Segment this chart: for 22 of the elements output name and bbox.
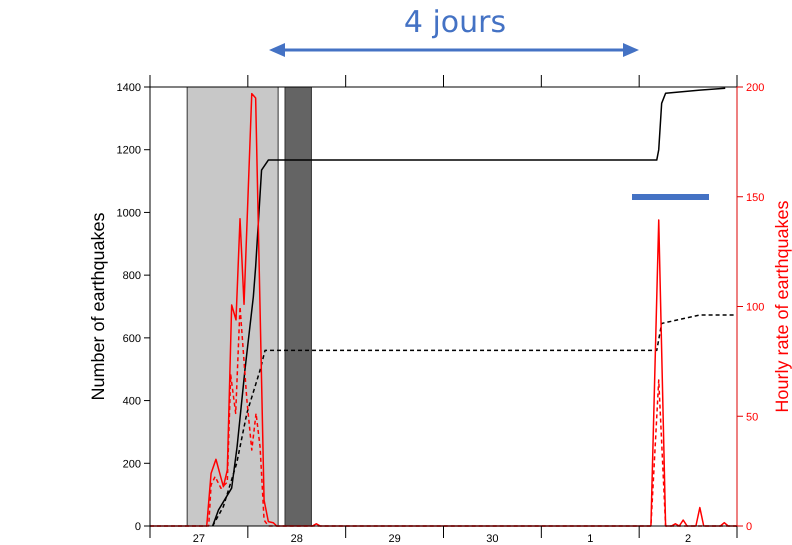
y2-tick-label: 0	[746, 521, 752, 533]
x-tick-label: 1	[587, 533, 594, 545]
y2-tick-label: 50	[746, 411, 758, 424]
y-tick-label: 1000	[116, 207, 141, 220]
y2-tick-label: 100	[746, 302, 764, 314]
y-tick-label: 1200	[116, 144, 141, 157]
x-tick-label: 29	[388, 533, 401, 545]
y2-axis-title: Hourly rate of earthquakes	[772, 200, 792, 413]
x-tick-label: 27	[192, 533, 206, 545]
y2-tick-label: 150	[746, 192, 764, 204]
y2-tick-label: 200	[746, 82, 764, 94]
y-axis-title: Number of earthquakes	[88, 212, 108, 401]
y-tick-label: 1400	[116, 82, 141, 94]
x-tick-label: 30	[486, 533, 499, 545]
x-tick-label: 2	[685, 533, 692, 545]
y-tick-label: 200	[122, 458, 141, 470]
text: 4 jours	[404, 5, 506, 40]
y-tick-label: 400	[122, 396, 141, 408]
y-tick-label: 0	[134, 521, 141, 533]
x-tick-label: 28	[290, 533, 303, 545]
y-tick-label: 600	[122, 332, 141, 345]
y-tick-label: 800	[122, 270, 141, 282]
